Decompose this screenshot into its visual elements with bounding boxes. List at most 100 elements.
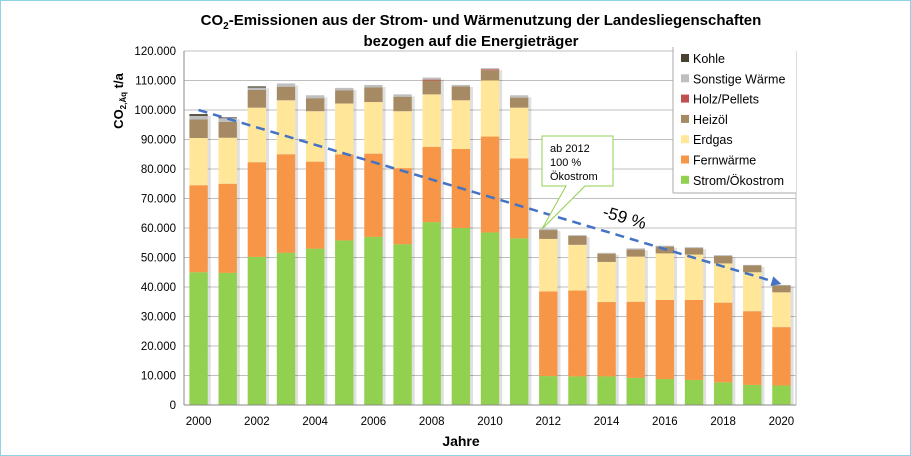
bar-segment-heizöl	[743, 265, 762, 273]
trend-label: -59 %	[601, 202, 649, 233]
bar-segment-fernwärme	[218, 183, 237, 273]
bar-segment-heizöl	[189, 119, 208, 139]
bar-segment-strom-ökostrom	[626, 377, 645, 405]
bar-segment-sonstige-wärme	[743, 264, 762, 266]
bar-segment-fernwärme	[393, 168, 412, 245]
bar-segment-sonstige-wärme	[393, 94, 412, 97]
chart-title-line2: bezogen auf die Energieträger	[363, 33, 578, 50]
legend-swatch	[681, 94, 689, 103]
bar-segment-erdgas	[509, 107, 529, 159]
bar-segment-sonstige-wärme	[597, 252, 616, 254]
bar-segment-strom-ökostrom	[480, 232, 500, 405]
legend-label: Sonstige Wärme	[693, 72, 785, 86]
bar-segment-fernwärme	[335, 154, 354, 241]
bar-segment-erdgas	[422, 94, 441, 147]
bar-segment-sonstige-wärme	[276, 83, 296, 87]
bar-segment-heizöl	[713, 256, 733, 264]
y-tick-label: 100.000	[134, 105, 176, 117]
bar-segment-strom-ökostrom	[743, 384, 762, 405]
bar-segment-strom-ökostrom	[218, 272, 237, 405]
y-tick-label: 80.000	[141, 164, 176, 176]
legend-box	[673, 47, 796, 193]
callout-text: ab 2012	[550, 143, 590, 155]
bar-segment-heizöl	[684, 248, 704, 255]
bar-segment-sonstige-wärme	[539, 228, 558, 231]
bar-segment-strom-ökostrom	[451, 228, 471, 405]
bar-segment-strom-ökostrom	[247, 256, 267, 405]
y-tick-label: 0	[170, 400, 176, 412]
bar-segment-fernwärme	[189, 185, 208, 273]
bar-segment-strom-ökostrom	[276, 252, 296, 405]
bar-segment-strom-ökostrom	[422, 222, 441, 405]
bar-segment-erdgas	[626, 256, 645, 302]
bar-segment-erdgas	[189, 138, 208, 186]
bar-segment-erdgas	[743, 272, 762, 312]
bar-segment-heizöl	[772, 285, 791, 293]
bar-segment-erdgas	[335, 103, 354, 155]
chart-title-line1: CO2-Emissionen aus der Strom- und Wärmen…	[201, 12, 762, 32]
bar-segment-erdgas	[305, 111, 325, 162]
x-tick-label: 2012	[535, 416, 561, 428]
bar-segment-strom-ökostrom	[655, 379, 675, 405]
bar-segment-kohle	[247, 86, 267, 88]
bar-segment-heizöl	[480, 70, 500, 81]
bar-segment-sonstige-wärme	[189, 115, 208, 120]
x-tick-label: 2016	[652, 416, 678, 428]
bar-segment-fernwärme	[539, 291, 558, 377]
x-axis-label: Jahre	[442, 433, 480, 449]
bar-segment-sonstige-wärme	[247, 87, 267, 90]
legend-swatch	[681, 155, 689, 164]
y-axis-label: CO2,Äq t/a	[111, 72, 128, 128]
y-tick-label: 20.000	[141, 341, 176, 353]
bar-segment-heizöl	[335, 90, 354, 104]
legend-swatch	[681, 135, 689, 144]
bar-segment-heizöl	[509, 97, 529, 108]
bar-segment-erdgas	[247, 107, 267, 163]
bar-segment-heizöl	[364, 87, 383, 103]
bar-segment-erdgas	[568, 244, 587, 291]
bar-segment-sonstige-wärme	[772, 284, 791, 286]
x-tick-label: 2006	[361, 416, 387, 428]
bar-segment-sonstige-wärme	[684, 247, 704, 249]
bar-segment-heizöl	[422, 80, 441, 95]
bar-segment-fernwärme	[276, 154, 296, 253]
legend-swatch	[681, 54, 689, 62]
callout-text: 100 %	[550, 157, 581, 169]
bar-segment-erdgas	[713, 263, 733, 303]
y-tick-label: 90.000	[141, 135, 176, 147]
x-tick-label: 2010	[477, 416, 503, 428]
bar-segment-fernwärme	[247, 162, 267, 257]
bar-segment-heizöl	[597, 253, 616, 262]
bar-segment-sonstige-wärme	[568, 235, 587, 236]
bar-segment-heizöl	[626, 249, 645, 257]
bar-segment-strom-ökostrom	[189, 272, 208, 405]
bar-segment-strom-ökostrom	[305, 248, 325, 405]
y-tick-label: 40.000	[141, 282, 176, 294]
bar-segment-strom-ökostrom	[713, 382, 733, 405]
bar-segment-erdgas	[539, 238, 558, 292]
bar-segment-erdgas	[480, 80, 500, 137]
bar-segment-fernwärme	[568, 290, 587, 377]
x-tick-label: 2014	[594, 416, 620, 428]
bar-segment-sonstige-wärme	[655, 245, 675, 247]
bar-segment-fernwärme	[743, 311, 762, 385]
bar-segment-heizöl	[276, 86, 296, 101]
bar-segment-sonstige-wärme	[451, 84, 471, 87]
bar-segment-strom-ökostrom	[335, 240, 354, 405]
callout-text: Ökostrom	[550, 171, 598, 183]
bar-segment-fernwärme	[480, 136, 500, 233]
bar-segment-fernwärme	[772, 327, 791, 386]
trend-arrow-icon	[770, 276, 782, 286]
bar-segment-erdgas	[451, 100, 471, 149]
y-tick-label: 110.000	[135, 76, 176, 88]
y-tick-label: 120.000	[134, 46, 176, 58]
bar-segment-sonstige-wärme	[218, 118, 237, 122]
legend-label: Fernwärme	[693, 154, 756, 168]
x-tick-label: 2018	[710, 416, 736, 428]
bar-segment-strom-ökostrom	[684, 379, 704, 405]
bar-segment-heizöl	[247, 89, 267, 108]
callout-box	[541, 135, 614, 230]
bar-segment-strom-ökostrom	[568, 376, 587, 405]
bar-segment-erdgas	[597, 261, 616, 303]
